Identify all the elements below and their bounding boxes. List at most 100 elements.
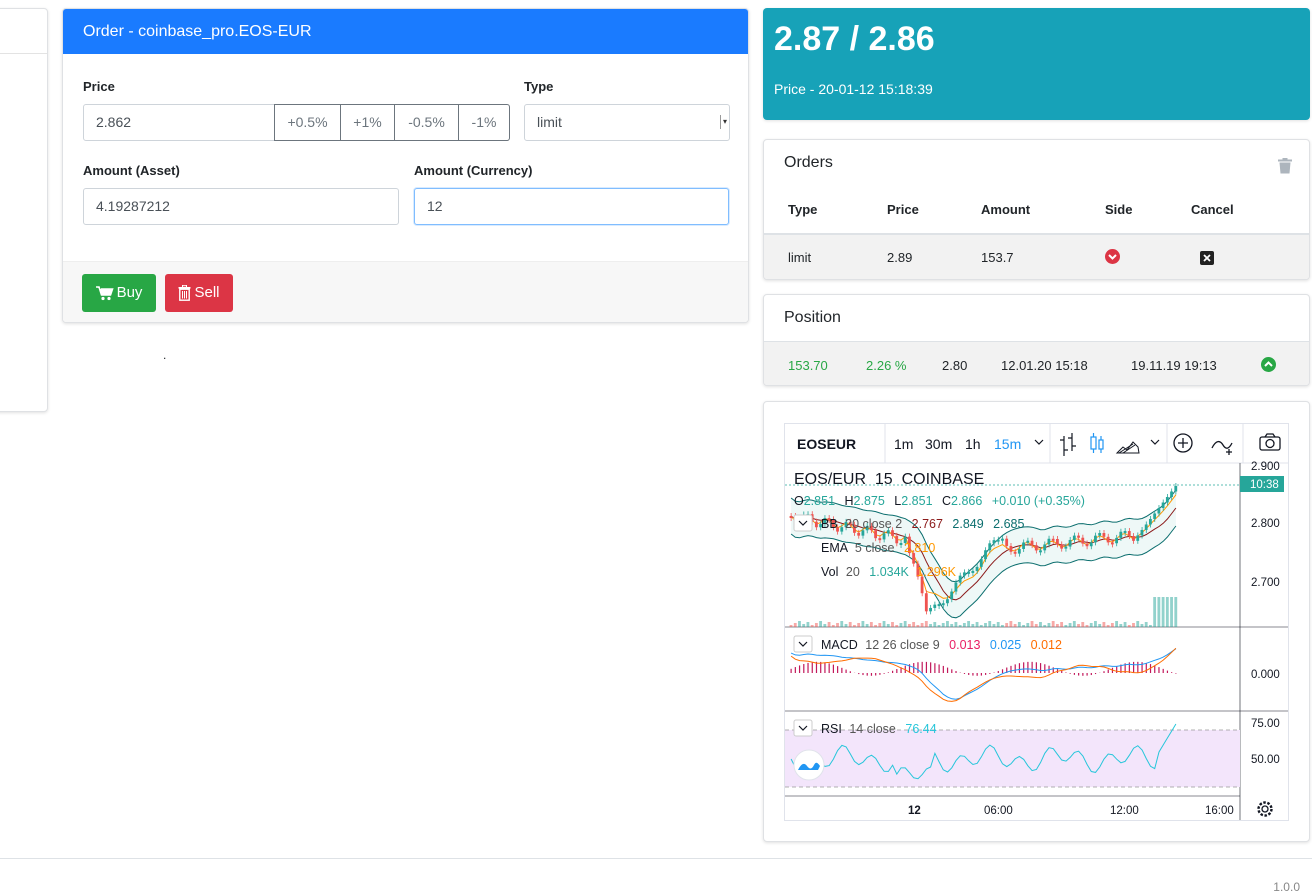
snapshot-icon[interactable] <box>1259 433 1281 451</box>
legend-c-label: C <box>942 494 951 508</box>
candle-body <box>1039 550 1042 553</box>
volume-bar <box>924 621 928 627</box>
candle-body <box>1127 531 1131 537</box>
candle-body <box>1132 536 1135 541</box>
volume-bar <box>793 623 797 627</box>
type-select[interactable]: limit ▾ <box>524 104 730 141</box>
chart-symbol[interactable]: EOSEUR <box>797 436 856 452</box>
stray-dot: . <box>163 348 167 362</box>
bar-style-icon[interactable] <box>1060 433 1076 456</box>
bb-band-fill <box>791 490 1176 618</box>
add-indicator-icon[interactable] <box>1173 433 1193 453</box>
price-plus-one-button[interactable]: +1% <box>341 104 395 141</box>
volume-bar <box>984 623 987 627</box>
volume-bar <box>798 621 801 627</box>
buy-button[interactable]: Buy <box>82 274 156 312</box>
volume-bar <box>891 622 894 627</box>
price-minus-one-button[interactable]: -1% <box>459 104 510 141</box>
candle-body <box>1051 538 1055 541</box>
candle-body <box>958 575 962 583</box>
volume-bar <box>827 622 831 627</box>
volume-bar <box>861 621 865 627</box>
time-axis[interactable]: 12 06:00 12:00 16:00 <box>908 805 1234 817</box>
volume-bar <box>1009 621 1013 627</box>
collapse-macd-button[interactable] <box>793 635 813 653</box>
tradingview-logo[interactable] <box>793 749 825 781</box>
candle-body <box>857 532 861 536</box>
macd-name: MACD <box>821 638 858 652</box>
interval-30m[interactable]: 30m <box>925 436 952 452</box>
macd-line <box>790 648 1177 700</box>
trading-chart[interactable]: EOSEUR 1m 30m 1h 15m <box>784 423 1289 821</box>
volume-bar <box>916 625 920 627</box>
volume-bar <box>1140 624 1144 627</box>
volume-bar <box>1043 625 1047 627</box>
legend-l-label: L <box>894 494 901 508</box>
volume-bar <box>1132 623 1135 627</box>
volume-bar <box>941 623 945 627</box>
left-panel-card <box>0 8 48 412</box>
amount-asset-input[interactable]: 4.19287212 <box>83 188 399 225</box>
macd-signal-value: 0.012 <box>1031 638 1062 652</box>
volume-bar <box>1026 623 1030 627</box>
candle-body <box>962 572 966 576</box>
trash-icon[interactable] <box>1278 158 1292 174</box>
volume-bar <box>950 624 954 627</box>
time-tick: 12:00 <box>1110 805 1139 817</box>
price-tick: 2.900 <box>1251 461 1280 473</box>
style-dropdown-icon[interactable] <box>1150 439 1160 445</box>
interval-dropdown-icon[interactable] <box>1034 439 1044 445</box>
collapse-rsi-button[interactable] <box>793 719 813 737</box>
candle-body <box>1013 551 1017 554</box>
candle-body <box>1094 535 1097 543</box>
candle-body <box>1026 540 1030 543</box>
ema-name: EMA <box>821 541 849 555</box>
amount-currency-input[interactable]: 12 <box>414 188 729 225</box>
volume-bar <box>789 625 793 627</box>
legend-rsi: RSI 14 close 76.44 <box>821 722 937 736</box>
volume-bar <box>1047 623 1051 627</box>
sell-button[interactable]: Sell <box>165 274 233 312</box>
area-style-icon[interactable] <box>1115 441 1140 454</box>
orders-col-amount: Amount <box>981 202 1031 217</box>
ema-params: 5 close <box>855 541 895 555</box>
price-axis[interactable]: 2.900 2.800 2.700 10:38 0.000 75.00 50.0… <box>1240 461 1284 766</box>
interval-15m[interactable]: 15m <box>994 436 1021 452</box>
volume-bar <box>954 622 958 627</box>
price-plus-half-button[interactable]: +0.5% <box>274 104 341 141</box>
chart-canvas[interactable]: EOSEUR 1m 30m 1h 15m <box>785 424 1289 821</box>
volume-bar <box>979 625 983 627</box>
volume-bar <box>886 624 890 627</box>
candle-body <box>916 563 920 577</box>
candle-body <box>929 607 932 612</box>
settings-gear-icon[interactable] <box>1257 801 1273 817</box>
select-caret-icon: ▾ <box>720 115 727 129</box>
candle-body <box>1136 535 1140 541</box>
volume-bar <box>1102 622 1106 627</box>
volume-bar <box>1064 625 1068 627</box>
candle-body <box>878 538 882 541</box>
compare-icon[interactable] <box>1211 440 1233 455</box>
interval-1h[interactable]: 1h <box>965 436 981 452</box>
bb-params: 20 close 2 <box>845 517 902 531</box>
volume-bar <box>1013 624 1017 627</box>
collapse-legend-button[interactable] <box>793 514 813 532</box>
candle-body <box>1115 537 1119 544</box>
bb-value-lower: 2.685 <box>993 517 1024 531</box>
vol-params: 20 <box>846 565 860 579</box>
orders-col-type: Type <box>788 202 818 217</box>
price-minus-half-button[interactable]: -0.5% <box>395 104 459 141</box>
amount-currency-label: Amount (Currency) <box>414 163 533 178</box>
cancel-order-icon[interactable] <box>1200 251 1214 265</box>
macd-signal-line <box>790 647 1177 702</box>
interval-1m[interactable]: 1m <box>894 436 913 452</box>
candle-body <box>971 570 975 573</box>
candle-style-icon[interactable] <box>1090 433 1104 453</box>
last-price-marker <box>1240 476 1284 492</box>
candle-body <box>882 533 886 540</box>
candle-body <box>831 519 835 528</box>
legend-open: 2.851 <box>804 494 835 508</box>
candle-body <box>1123 531 1127 534</box>
price-input[interactable]: 2.862 <box>83 104 275 141</box>
candle-body <box>1064 546 1068 549</box>
